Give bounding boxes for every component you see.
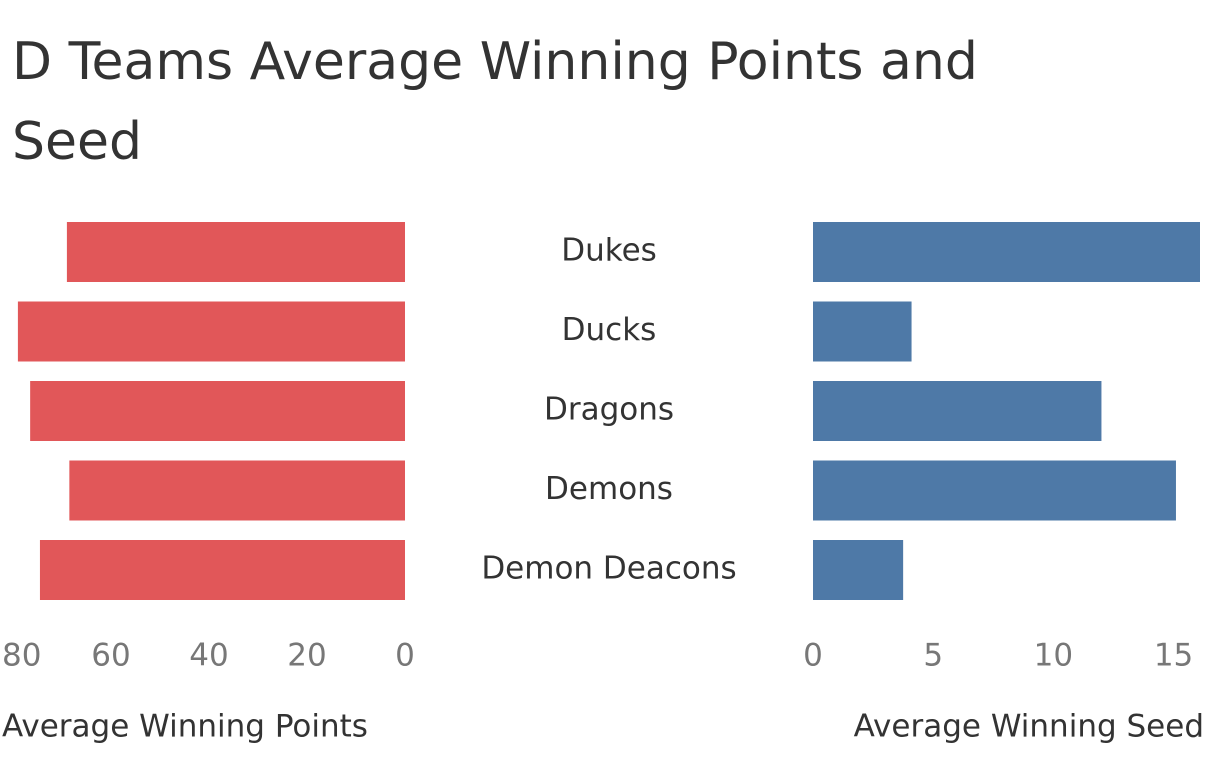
x-tick-label: 20 xyxy=(287,638,326,674)
x-tick-label: 80 xyxy=(2,638,41,674)
bar xyxy=(813,460,1176,521)
bar xyxy=(66,222,406,282)
category-label: Dragons xyxy=(544,392,674,428)
category-label: Dukes xyxy=(561,233,657,269)
bar xyxy=(17,301,406,362)
bar xyxy=(30,381,406,441)
category-label: Ducks xyxy=(562,312,657,348)
bar xyxy=(813,540,904,600)
x-tick-label: 0 xyxy=(803,638,823,674)
axis-title: Average Winning Points xyxy=(2,709,368,745)
x-tick-label: 0 xyxy=(395,638,415,674)
x-tick-label: 40 xyxy=(189,638,228,674)
x-tick-label: 60 xyxy=(91,638,130,674)
bar xyxy=(69,460,405,521)
x-tick-label: 10 xyxy=(1034,638,1073,674)
x-tick-label: 5 xyxy=(923,638,943,674)
chart-title-line-2: Seed xyxy=(12,112,142,172)
axis-title: Average Winning Seed xyxy=(854,709,1204,745)
category-label: Demon Deacons xyxy=(481,551,736,587)
x-tick-label: 15 xyxy=(1154,638,1193,674)
bar xyxy=(813,301,912,362)
category-label: Demons xyxy=(545,471,673,507)
chart-title-line-1: D Teams Average Winning Points and xyxy=(12,32,978,92)
bar xyxy=(813,222,1200,282)
bar xyxy=(813,381,1102,441)
bar xyxy=(39,540,405,600)
